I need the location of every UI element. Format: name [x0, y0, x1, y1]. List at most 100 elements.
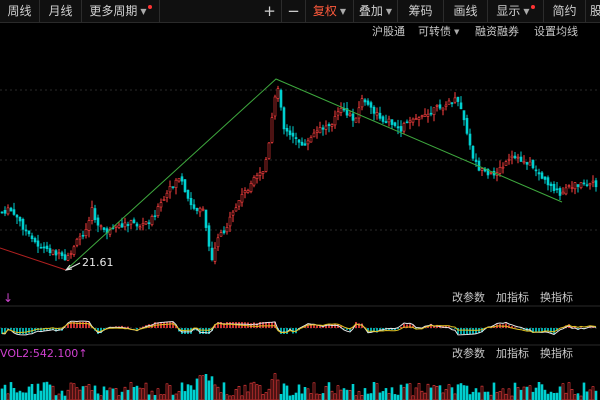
candle-body [294, 137, 298, 140]
volume-bar [204, 373, 208, 400]
tab-weekly[interactable]: 周线 [0, 0, 40, 22]
volume-bar [138, 387, 142, 400]
volume-bar [315, 393, 319, 400]
vol-add-indicator-button[interactable]: 加指标 [496, 347, 529, 360]
macd-bar [13, 328, 15, 333]
candle-body [537, 172, 541, 175]
candle-body [405, 121, 409, 124]
macd-bar [535, 328, 537, 333]
chevron-down-icon: ▼ [339, 7, 347, 16]
volume-bar [201, 375, 205, 400]
volume-bar [87, 384, 91, 400]
candle-body [159, 202, 163, 208]
macd-bar [514, 327, 516, 328]
candle-body [66, 255, 70, 261]
volume-bar [516, 387, 520, 400]
volume-bar [321, 393, 325, 400]
macd-bar [577, 328, 579, 329]
candle-body [114, 225, 118, 228]
candle-body [345, 108, 349, 116]
candle-body [585, 184, 589, 186]
macd-bar [31, 328, 33, 333]
candle-body [465, 118, 469, 134]
macd-bar [7, 328, 9, 329]
macd-indicator-arrow-icon[interactable]: ↓ [3, 291, 14, 305]
macd-bar [274, 322, 276, 328]
volume-bar [471, 391, 475, 400]
chip-distribution-button[interactable]: 筹码 [398, 0, 444, 22]
candle-body [432, 107, 436, 115]
candle-body [261, 171, 265, 174]
candle-body [300, 141, 304, 146]
overlay-dropdown[interactable]: 叠加 ▼ [354, 0, 398, 22]
candle-body [363, 99, 367, 103]
volume-bar [492, 382, 496, 400]
volume-bar [108, 387, 112, 400]
candle-body [168, 186, 172, 193]
volume-bar [150, 390, 154, 400]
draw-line-button[interactable]: 画线 [444, 0, 488, 22]
stock-button[interactable]: 股 [589, 4, 600, 18]
candle-body [222, 230, 226, 234]
price-adjust-dropdown[interactable]: 复权 ▼ [306, 0, 354, 22]
candle-body [375, 112, 379, 116]
volume-bar [288, 395, 292, 400]
macd-dea-line [2, 322, 597, 334]
macd-bar [70, 322, 72, 328]
volume-bar [303, 386, 307, 400]
volume-bar [258, 385, 262, 400]
candle-body [501, 166, 505, 169]
macd-bar [103, 328, 105, 331]
volume-bar [558, 386, 562, 400]
macd-bar [406, 324, 408, 328]
macd-bar [520, 328, 522, 329]
macd-bar [349, 328, 351, 331]
volume-bar [279, 393, 283, 400]
macd-change-params-button[interactable]: 改参数 [452, 291, 485, 304]
volume-bar [483, 391, 487, 400]
candle-body [309, 137, 313, 143]
macd-bar [67, 323, 69, 328]
vol-change-params-button[interactable]: 改参数 [452, 347, 485, 360]
macd-bar [52, 328, 54, 330]
macd-bar [556, 328, 558, 331]
volume-bar [477, 392, 481, 400]
candle-body [126, 224, 130, 226]
volume-bar [18, 390, 22, 400]
macd-add-indicator-button[interactable]: 加指标 [496, 291, 529, 304]
tab-monthly[interactable]: 月线 [40, 0, 82, 22]
macd-bar [571, 327, 573, 328]
candle-body [132, 219, 136, 224]
candle-body [435, 105, 439, 107]
vol-indicator-label[interactable]: VOL2:542.100↑ [0, 346, 88, 362]
macd-switch-indicator-button[interactable]: 换指标 [540, 291, 573, 304]
volume-bar [549, 391, 553, 400]
candle-body [588, 183, 592, 186]
volume-bar [90, 390, 94, 400]
vol-switch-indicator-button[interactable]: 换指标 [540, 347, 573, 360]
zoom-in-button[interactable]: + [258, 0, 282, 22]
macd-bar [409, 324, 411, 328]
candle-body [39, 247, 43, 249]
set-ma-link[interactable]: 设置均线 [534, 25, 578, 38]
candle-body [117, 224, 121, 228]
volume-bar [567, 382, 571, 400]
simple-mode-button[interactable]: 简约 [544, 0, 586, 22]
candle-body [297, 139, 301, 143]
volume-bar [27, 386, 31, 400]
candle-body [270, 117, 274, 143]
candle-body [27, 230, 31, 235]
volume-bar [369, 393, 373, 400]
candle-body [264, 159, 268, 172]
zoom-out-button[interactable]: − [282, 0, 306, 22]
candle-body [528, 161, 532, 166]
convertible-bond-dropdown[interactable]: 可转债 ▼ [418, 22, 459, 42]
more-periods-dropdown[interactable]: 更多周期 ▼ [82, 0, 160, 22]
sh-hk-connect-link[interactable]: 沪股通 [372, 25, 405, 38]
margin-trading-link[interactable]: 融资融券 [475, 25, 519, 38]
volume-bar [327, 382, 331, 400]
display-dropdown[interactable]: 显示 ▼ [488, 0, 544, 22]
candle-body [555, 188, 559, 191]
candle-body [141, 223, 145, 226]
